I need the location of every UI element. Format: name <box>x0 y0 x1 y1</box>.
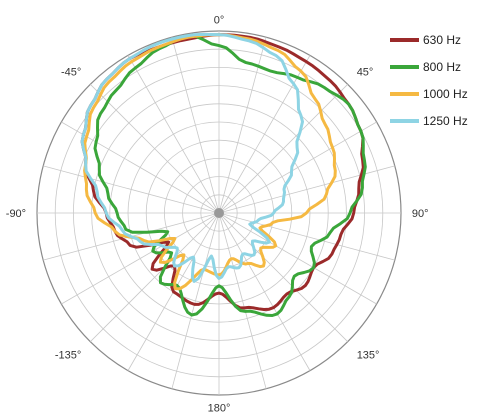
angle-tick-label: 135° <box>357 350 380 362</box>
grid-spoke <box>218 121 377 214</box>
series-line-800-hz <box>93 34 367 317</box>
series-line-1250-hz <box>80 32 304 283</box>
grid-spoke <box>218 212 377 305</box>
grid-spoke <box>90 212 220 342</box>
grid-spoke <box>218 212 311 371</box>
legend-item: 630 Hz <box>390 33 461 47</box>
grid-spoke <box>218 55 311 214</box>
angle-tick-label: -45° <box>61 66 81 78</box>
legend-item: 1250 Hz <box>390 114 468 128</box>
legend: 630 Hz 800 Hz 1000 Hz 1250 Hz <box>390 33 468 128</box>
grid-spoke <box>43 165 220 214</box>
grid-spoke <box>218 37 267 214</box>
legend-item: 800 Hz <box>390 60 461 74</box>
angle-tick-label: -90° <box>6 208 26 220</box>
angle-tick-labels: 0° -45° 45° -90° 90° -135° 135° 180° <box>6 15 429 415</box>
legend-item: 1000 Hz <box>390 87 468 101</box>
grid-spoke <box>171 37 220 214</box>
series-line-630-hz <box>80 33 365 311</box>
angle-tick-label: 180° <box>208 402 231 414</box>
grid-spoke <box>171 212 220 389</box>
legend-label: 1000 Hz <box>423 87 468 101</box>
grid-spoke <box>218 212 395 261</box>
grid-spoke <box>90 84 220 214</box>
center-marker <box>214 208 224 218</box>
grid-spoke <box>127 55 220 214</box>
grid-spoke <box>61 212 220 305</box>
grid-spoke <box>218 84 348 214</box>
grid-spoke <box>218 165 395 214</box>
legend-label: 1250 Hz <box>423 114 468 128</box>
grid-spoke <box>218 212 348 342</box>
legend-label: 630 Hz <box>423 33 461 47</box>
series-layer <box>80 32 367 317</box>
angle-tick-label: -135° <box>55 350 81 362</box>
angle-tick-label: 90° <box>412 208 429 220</box>
legend-label: 800 Hz <box>423 60 461 74</box>
angle-tick-label: 0° <box>214 15 225 27</box>
angle-tick-label: 45° <box>357 66 374 78</box>
grid-spoke <box>218 212 267 389</box>
